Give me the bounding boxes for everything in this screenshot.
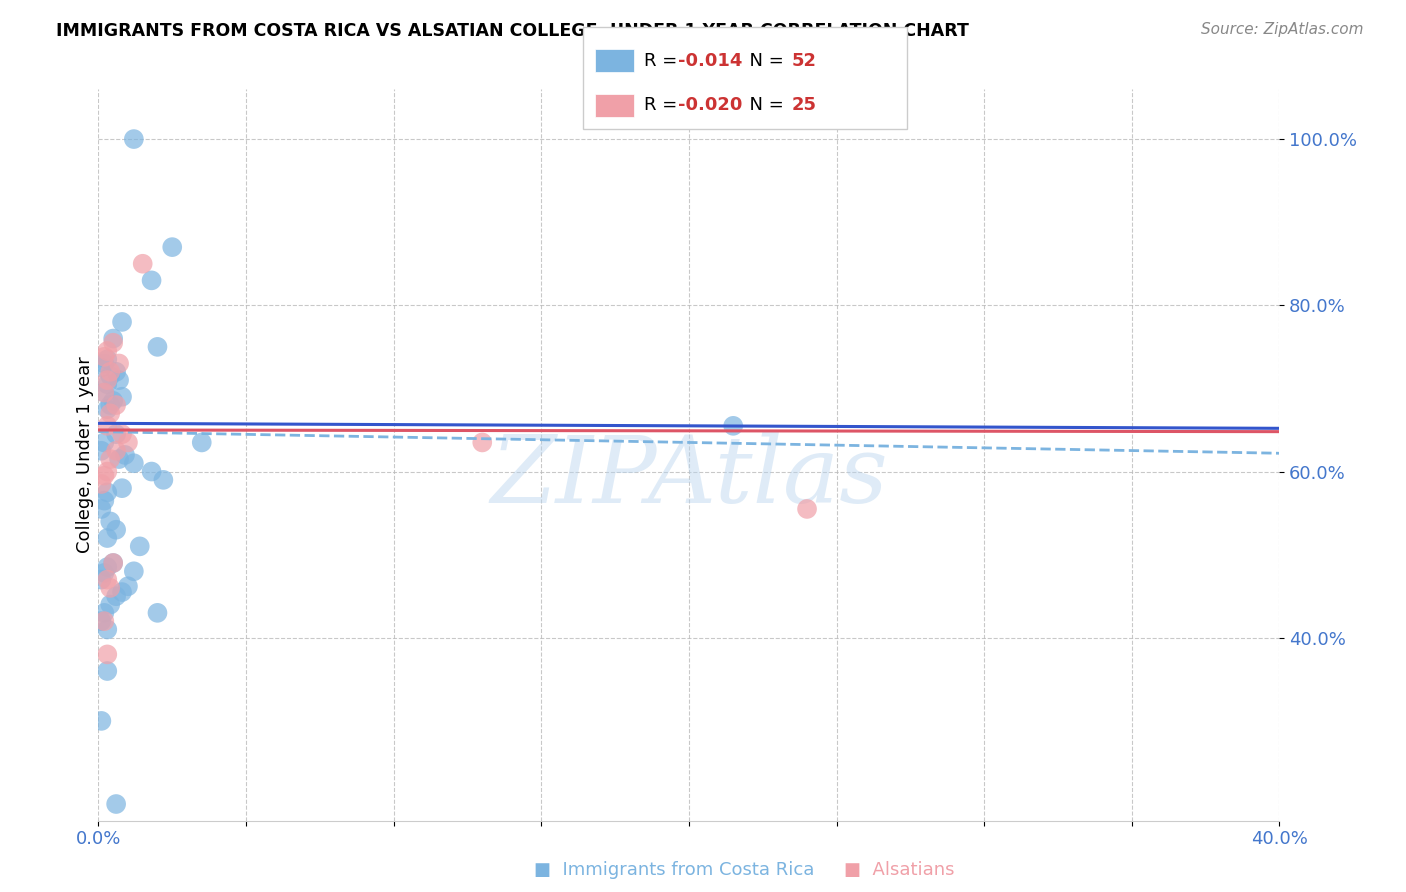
Point — [98, 368, 121, 383]
Point — [117, 579, 139, 593]
Point — [96, 573, 118, 587]
Text: R =: R = — [644, 52, 683, 70]
Text: Source: ZipAtlas.com: Source: ZipAtlas.com — [1201, 22, 1364, 37]
Point — [103, 556, 125, 570]
Text: 25: 25 — [792, 96, 817, 114]
Y-axis label: College, Under 1 year: College, Under 1 year — [76, 357, 94, 553]
Point — [98, 581, 121, 595]
Point — [96, 373, 118, 387]
Point — [108, 357, 131, 371]
Point — [103, 556, 125, 570]
Text: R =: R = — [644, 96, 683, 114]
Point — [103, 332, 125, 346]
Point — [96, 560, 118, 574]
Point — [90, 360, 112, 375]
Point — [796, 502, 818, 516]
Text: 52: 52 — [792, 52, 817, 70]
Point — [146, 340, 169, 354]
Point — [96, 648, 118, 662]
Point — [103, 335, 125, 350]
Point — [90, 714, 112, 728]
Point — [90, 502, 112, 516]
Point — [111, 315, 134, 329]
Point — [114, 448, 136, 462]
Point — [98, 515, 121, 529]
Point — [98, 406, 121, 420]
Point — [98, 452, 121, 467]
Point — [105, 797, 128, 811]
Point — [111, 390, 134, 404]
Point — [90, 573, 112, 587]
Point — [128, 539, 150, 553]
Text: -0.020: -0.020 — [678, 96, 742, 114]
Point — [93, 468, 115, 483]
Point — [93, 435, 115, 450]
Point — [105, 365, 128, 379]
Point — [111, 427, 134, 442]
Point — [93, 350, 115, 364]
Point — [93, 385, 115, 400]
Text: ZIPAtlas: ZIPAtlas — [491, 432, 887, 522]
Point — [141, 465, 163, 479]
Point — [93, 614, 115, 628]
Point — [111, 481, 134, 495]
Text: N =: N = — [738, 96, 790, 114]
Point — [105, 589, 128, 603]
Point — [103, 393, 125, 408]
Point — [141, 273, 163, 287]
Point — [122, 456, 145, 470]
Point — [93, 493, 115, 508]
Point — [108, 452, 131, 467]
Point — [90, 477, 112, 491]
Point — [96, 418, 118, 433]
Point — [98, 598, 121, 612]
Point — [96, 485, 118, 500]
Point — [162, 240, 183, 254]
Point — [146, 606, 169, 620]
Point — [105, 523, 128, 537]
Point — [108, 373, 131, 387]
Point — [90, 614, 112, 628]
Point — [96, 377, 118, 392]
Point — [471, 435, 494, 450]
Point — [90, 443, 112, 458]
Point — [105, 427, 128, 442]
Point — [122, 564, 145, 578]
Point — [105, 398, 128, 412]
Point — [105, 443, 128, 458]
Point — [98, 365, 121, 379]
Text: ■  Alsatians: ■ Alsatians — [844, 861, 955, 879]
Text: IMMIGRANTS FROM COSTA RICA VS ALSATIAN COLLEGE, UNDER 1 YEAR CORRELATION CHART: IMMIGRANTS FROM COSTA RICA VS ALSATIAN C… — [56, 22, 969, 40]
Point — [132, 257, 155, 271]
Point — [117, 435, 139, 450]
Point — [96, 664, 118, 678]
Point — [93, 566, 115, 580]
Point — [191, 435, 214, 450]
Point — [93, 357, 115, 371]
Point — [93, 385, 115, 400]
Point — [111, 585, 134, 599]
Point — [96, 402, 118, 417]
Point — [96, 531, 118, 545]
Point — [96, 465, 118, 479]
Point — [721, 418, 744, 433]
Point — [96, 623, 118, 637]
Point — [152, 473, 174, 487]
Point — [98, 398, 121, 412]
Text: ■  Immigrants from Costa Rica: ■ Immigrants from Costa Rica — [534, 861, 814, 879]
Text: -0.014: -0.014 — [678, 52, 742, 70]
Point — [96, 352, 118, 367]
Point — [93, 606, 115, 620]
Point — [122, 132, 145, 146]
Text: N =: N = — [738, 52, 790, 70]
Point — [96, 344, 118, 359]
